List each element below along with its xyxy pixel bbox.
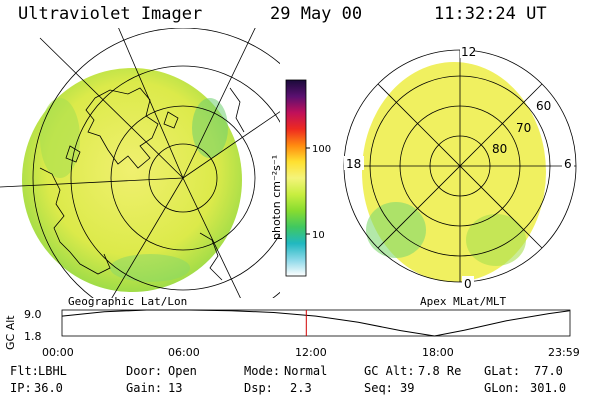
geo-caption: Geographic Lat/Lon bbox=[68, 295, 188, 308]
altitude-ytick-top: 9.0 bbox=[24, 308, 42, 321]
mlt-label-12: 12 bbox=[461, 45, 476, 59]
glat-value: 77.0 bbox=[534, 364, 563, 378]
altitude-ylabel: GC Alt bbox=[4, 315, 17, 350]
ip-label: IP: bbox=[10, 381, 32, 395]
mlt-label-18: 18 bbox=[346, 157, 361, 171]
door-label: Door: bbox=[126, 364, 163, 378]
time-tick-00: 00:00 bbox=[42, 346, 74, 359]
polar-plot: 12 18 6 0 60 70 80 bbox=[343, 44, 577, 291]
dsp-label: Dsp: bbox=[244, 381, 273, 395]
time-tick-06: 06:00 bbox=[168, 346, 200, 359]
date-label: 29 May 00 bbox=[270, 4, 363, 24]
seq-value: 39 bbox=[400, 381, 415, 395]
colorbar-unit-label: photon cm⁻²s⁻¹ bbox=[270, 155, 283, 240]
altitude-ytick-bottom: 1.8 bbox=[24, 330, 42, 343]
flt-label: Flt: bbox=[10, 364, 39, 378]
colorbar-tick-100: 100 bbox=[312, 144, 331, 155]
colorbar: 100 10 photon cm⁻²s⁻¹ bbox=[270, 79, 331, 277]
mlat-label-60: 60 bbox=[536, 99, 551, 113]
time-tick-2359: 23:59 bbox=[548, 346, 580, 359]
glon-value: 301.0 bbox=[530, 381, 567, 395]
mlt-label-6: 6 bbox=[564, 157, 572, 171]
glat-label: GLat: bbox=[484, 364, 521, 378]
mode-value: Normal bbox=[284, 364, 328, 378]
altitude-frame bbox=[61, 309, 571, 337]
door-value: Open bbox=[168, 364, 197, 378]
instrument-title: Ultraviolet Imager bbox=[18, 4, 203, 24]
mlat-label-80: 80 bbox=[492, 142, 507, 156]
mlt-label-0: 0 bbox=[464, 277, 472, 291]
time-label: 11:32:24 UT bbox=[434, 4, 547, 24]
flt-value: LBHL bbox=[38, 364, 67, 378]
mode-label: Mode: bbox=[244, 364, 281, 378]
apex-caption: Apex MLat/MLT bbox=[420, 295, 507, 308]
gain-value: 13 bbox=[168, 381, 183, 395]
gain-label: Gain: bbox=[126, 381, 163, 395]
altitude-plot: GC Alt 9.0 1.8 00:00 06:00 12:00 18:00 2… bbox=[4, 308, 580, 359]
geographic-map bbox=[0, 28, 280, 298]
dsp-value: 2.3 bbox=[290, 381, 312, 395]
time-tick-12: 12:00 bbox=[295, 346, 327, 359]
glon-label: GLon: bbox=[484, 381, 521, 395]
ip-value: 36.0 bbox=[34, 381, 63, 395]
gcalt-value: 7.8 Re bbox=[418, 364, 462, 378]
gcalt-label: GC Alt: bbox=[364, 364, 415, 378]
mlat-label-70: 70 bbox=[516, 121, 531, 135]
colorbar-tick-10: 10 bbox=[312, 230, 325, 241]
seq-label: Seq: bbox=[364, 381, 393, 395]
time-tick-18: 18:00 bbox=[422, 346, 454, 359]
colorbar-gradient bbox=[285, 79, 307, 277]
altitude-curve bbox=[61, 309, 570, 337]
